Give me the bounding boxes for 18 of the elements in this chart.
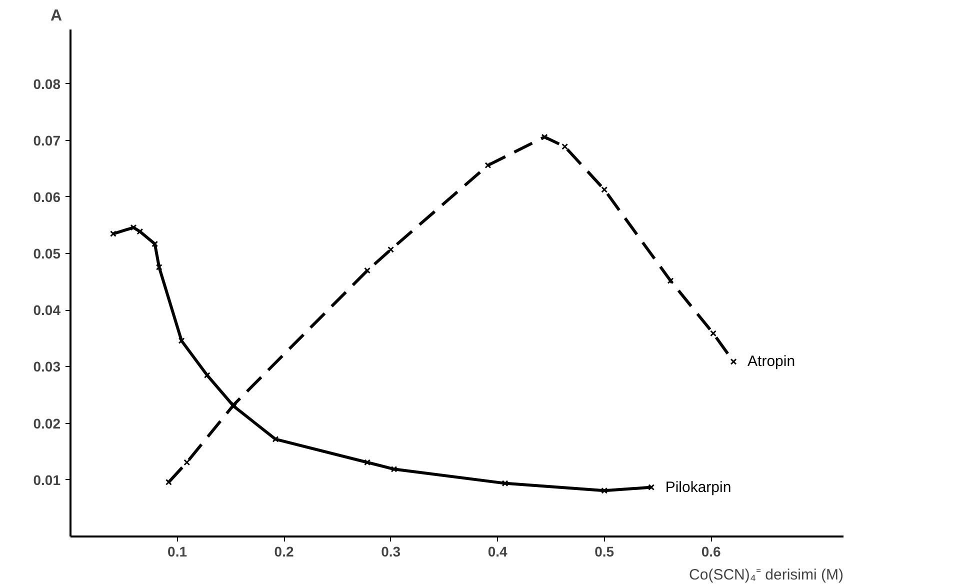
y-tick-label: 0.06 <box>33 188 61 205</box>
y-tick-label: 0.08 <box>33 76 61 92</box>
y-tick-label: 0.02 <box>33 415 61 432</box>
series-label: Pilokarpin <box>665 478 732 496</box>
x-tick-label: 0.4 <box>488 544 508 560</box>
x-tick-label: 0.5 <box>594 544 614 560</box>
y-axis-title: A <box>50 8 62 24</box>
x-tick-label: 0.3 <box>381 544 401 560</box>
x-tick-label: 0.1 <box>168 544 188 560</box>
y-tick-label: 0.03 <box>33 358 61 375</box>
y-tick-label: 0.01 <box>33 472 61 488</box>
x-axis-title: Co(SCN)₄⁼ derisimi (M) <box>689 566 844 584</box>
y-tick-label: 0.04 <box>33 302 61 318</box>
x-tick-label: 0.6 <box>701 544 722 560</box>
x-tick-label: 0.2 <box>274 544 294 560</box>
y-tick-label: 0.07 <box>33 132 61 148</box>
series-label: Atropin <box>748 353 796 370</box>
y-tick-label: 0.05 <box>33 246 61 262</box>
